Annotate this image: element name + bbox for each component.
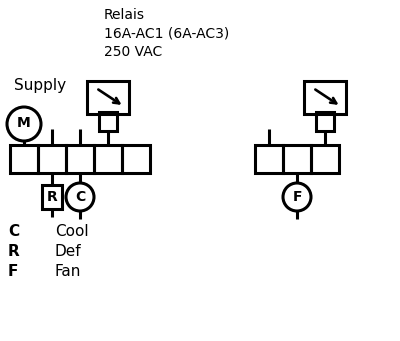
Bar bbox=[42, 185, 62, 209]
Bar bbox=[10, 145, 38, 173]
Text: Supply: Supply bbox=[14, 78, 66, 93]
Bar bbox=[283, 145, 311, 173]
Bar bbox=[66, 145, 94, 173]
Bar bbox=[316, 112, 334, 131]
Text: Fan: Fan bbox=[55, 264, 81, 279]
Bar bbox=[98, 112, 118, 131]
Text: R: R bbox=[47, 190, 57, 204]
Bar bbox=[94, 145, 122, 173]
Bar bbox=[311, 145, 339, 173]
Text: Relais
16A-AC1 (6A-AC3)
250 VAC: Relais 16A-AC1 (6A-AC3) 250 VAC bbox=[104, 8, 229, 59]
Text: F: F bbox=[292, 190, 302, 204]
Bar bbox=[255, 145, 283, 173]
Text: R: R bbox=[8, 243, 20, 258]
Text: F: F bbox=[8, 264, 18, 279]
Bar bbox=[304, 81, 346, 114]
Text: C: C bbox=[8, 223, 19, 238]
Text: C: C bbox=[75, 190, 85, 204]
Bar bbox=[122, 145, 150, 173]
Text: Cool: Cool bbox=[55, 223, 89, 238]
Bar bbox=[87, 81, 129, 114]
Text: M: M bbox=[17, 116, 31, 130]
Text: Def: Def bbox=[55, 243, 82, 258]
Bar bbox=[38, 145, 66, 173]
